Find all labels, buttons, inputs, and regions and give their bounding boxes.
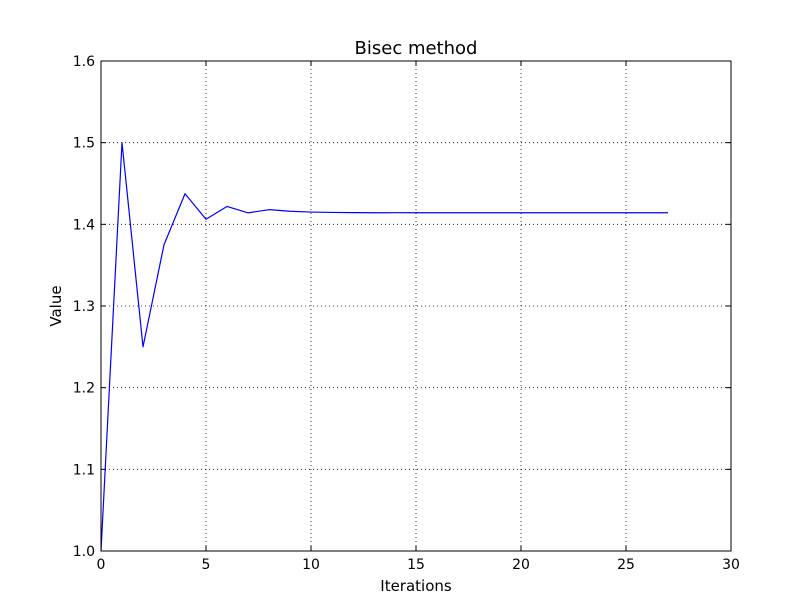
axis-ticks [100,60,732,552]
y-tick-label: 1.5 [73,136,95,152]
x-tick-label: 10 [302,557,320,573]
y-tick-label: 1.6 [73,54,95,70]
x-tick-label: 15 [407,557,425,573]
y-axis-label: Value [47,285,65,326]
y-tick-label: 1.3 [73,299,95,315]
x-tick-label: 30 [722,557,740,573]
x-axis-label: Iterations [380,577,452,595]
x-tick-label: 25 [617,557,635,573]
y-tick-label: 1.0 [73,544,95,560]
x-tick-label: 20 [512,557,530,573]
y-tick-labels: 1.0 1.1 1.2 1.3 1.4 1.5 1.6 [73,54,95,560]
x-tick-labels: 0 5 10 15 20 25 30 [97,557,740,573]
x-tick-label: 0 [97,557,106,573]
y-tick-label: 1.1 [73,462,95,478]
series-layer [100,142,668,552]
x-tick-label: 5 [202,557,211,573]
y-tick-label: 1.2 [73,381,95,397]
series-line [100,142,668,552]
grid-lines [101,61,731,551]
y-tick-label: 1.4 [73,217,95,233]
chart-title: Bisec method [355,38,478,59]
